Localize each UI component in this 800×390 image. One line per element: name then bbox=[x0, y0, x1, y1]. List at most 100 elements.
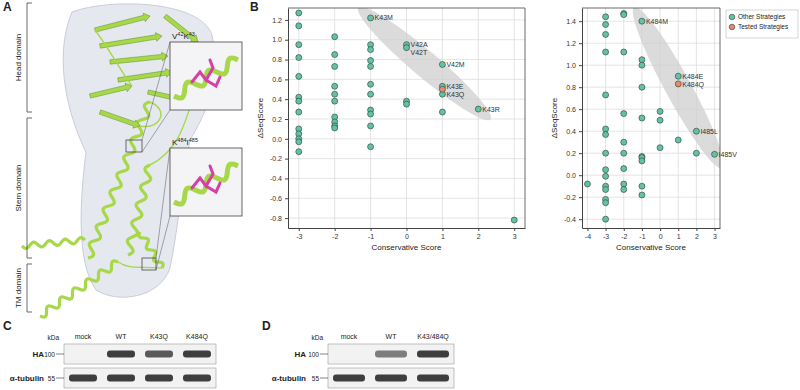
residue-position: 485 bbox=[189, 137, 198, 143]
x-tick: -1 bbox=[639, 228, 645, 240]
point bbox=[621, 12, 627, 18]
point bbox=[603, 14, 609, 20]
point bbox=[368, 47, 374, 53]
x-tick-label: 0 bbox=[405, 233, 409, 240]
point bbox=[603, 49, 609, 55]
y-tick: 0.2 bbox=[272, 116, 288, 123]
point bbox=[368, 123, 374, 129]
y-tick-label: 0.2 bbox=[272, 116, 282, 123]
point bbox=[675, 73, 681, 79]
x-tick-mark bbox=[407, 228, 408, 231]
point bbox=[657, 145, 663, 151]
point bbox=[603, 92, 609, 98]
band bbox=[333, 375, 365, 382]
y-tick-mark bbox=[285, 20, 288, 21]
figure: ABCDHead domainStem domainTM domainV42K4… bbox=[0, 0, 800, 390]
lane-label: mock bbox=[341, 333, 358, 340]
y-tick-mark bbox=[579, 65, 582, 66]
point bbox=[603, 187, 609, 193]
point bbox=[621, 166, 627, 172]
annotation: V42M bbox=[446, 61, 464, 68]
point bbox=[404, 45, 410, 51]
frame-top bbox=[582, 8, 720, 9]
inset-label: V42K43 bbox=[172, 31, 195, 41]
y-tick: 0.6 bbox=[272, 76, 288, 83]
x-tick-label: -1 bbox=[368, 233, 374, 240]
y-tick-mark bbox=[579, 87, 582, 88]
strand bbox=[100, 33, 162, 49]
legend-entry: Tested Strategies bbox=[738, 23, 789, 31]
western-blot: kDamockWTK43QK484QHA100α-tubulin55 bbox=[10, 333, 216, 388]
x-tick: -2 bbox=[332, 228, 338, 240]
annotation: I485L bbox=[700, 128, 718, 135]
grid-line bbox=[678, 8, 679, 228]
x-axis: -3-2-10123 bbox=[289, 228, 526, 240]
x-tick: -3 bbox=[296, 228, 302, 240]
grid-line bbox=[288, 178, 525, 179]
y-tick: -0.4 bbox=[270, 175, 288, 182]
band bbox=[375, 375, 407, 382]
y-tick-label: 1.2 bbox=[566, 40, 576, 47]
grid-line bbox=[288, 158, 525, 159]
grid-line bbox=[514, 8, 515, 228]
y-axis: -0.8-0.6-0.4-0.20.00.20.40.60.81.01.2 bbox=[270, 9, 289, 229]
annotation: K43E bbox=[446, 83, 463, 90]
band bbox=[107, 351, 135, 358]
point bbox=[639, 84, 645, 90]
y-tick-label: 0.6 bbox=[272, 76, 282, 83]
x-tick: 0 bbox=[659, 228, 663, 240]
grid-line bbox=[442, 8, 443, 228]
y-tick-label: 0.4 bbox=[566, 128, 576, 135]
panel-a: Head domainStem domainTM domainV42K43K48… bbox=[14, 3, 242, 317]
band bbox=[417, 375, 449, 382]
residue-position: 484 bbox=[177, 137, 186, 143]
y-tick-mark bbox=[285, 40, 288, 41]
y-tick-mark bbox=[579, 153, 582, 154]
x-axis: -4-3-2-10123 bbox=[583, 228, 721, 240]
inset-connector bbox=[156, 148, 170, 258]
x-tick-label: -4 bbox=[585, 233, 591, 240]
scatter-chart: -4-3-2-10123-0.4-0.20.00.20.40.60.81.01.… bbox=[550, 1, 798, 252]
x-tick-label: 3 bbox=[713, 233, 717, 240]
marker-unit: kDa bbox=[311, 334, 323, 341]
point bbox=[332, 125, 338, 131]
band bbox=[375, 351, 407, 358]
lane-label: WT bbox=[116, 333, 128, 340]
marker-label: 100 bbox=[44, 351, 55, 358]
x-tick-label: -1 bbox=[639, 233, 645, 240]
domain-label: Head domain bbox=[14, 34, 23, 82]
legend-box bbox=[726, 10, 798, 38]
row-label: α-tubulin bbox=[10, 374, 44, 383]
marker-tick bbox=[56, 354, 64, 355]
marker-label: 55 bbox=[312, 375, 320, 382]
grid-line bbox=[288, 198, 525, 199]
x-tick-label: -3 bbox=[603, 233, 609, 240]
frame-right bbox=[525, 8, 526, 228]
y-tick-label: -0.8 bbox=[270, 215, 282, 222]
point bbox=[296, 139, 302, 145]
point bbox=[368, 144, 374, 150]
x-tick-mark bbox=[660, 228, 661, 231]
point bbox=[368, 81, 374, 87]
y-axis-title: ΔSeqScore bbox=[550, 97, 559, 138]
x-tick-label: -3 bbox=[296, 233, 302, 240]
point bbox=[639, 57, 645, 63]
point bbox=[296, 149, 302, 155]
y-tick: -0.2 bbox=[270, 155, 288, 162]
y-tick-label: -0.2 bbox=[564, 194, 576, 201]
panel-label: B bbox=[250, 0, 259, 14]
point bbox=[511, 217, 517, 223]
y-tick-label: -0.6 bbox=[270, 195, 282, 202]
x-tick: -3 bbox=[603, 228, 609, 240]
inset-connector bbox=[142, 110, 170, 152]
series bbox=[675, 81, 681, 87]
legend-entry: Other Strategies bbox=[738, 13, 786, 21]
blot-strip bbox=[64, 344, 216, 364]
helix bbox=[88, 102, 150, 258]
strand bbox=[90, 83, 133, 98]
point bbox=[368, 91, 374, 97]
domain-label: Stem domain bbox=[14, 164, 23, 211]
marker-unit: kDa bbox=[47, 334, 59, 341]
point bbox=[603, 22, 609, 28]
y-tick-label: 1.0 bbox=[272, 36, 282, 43]
